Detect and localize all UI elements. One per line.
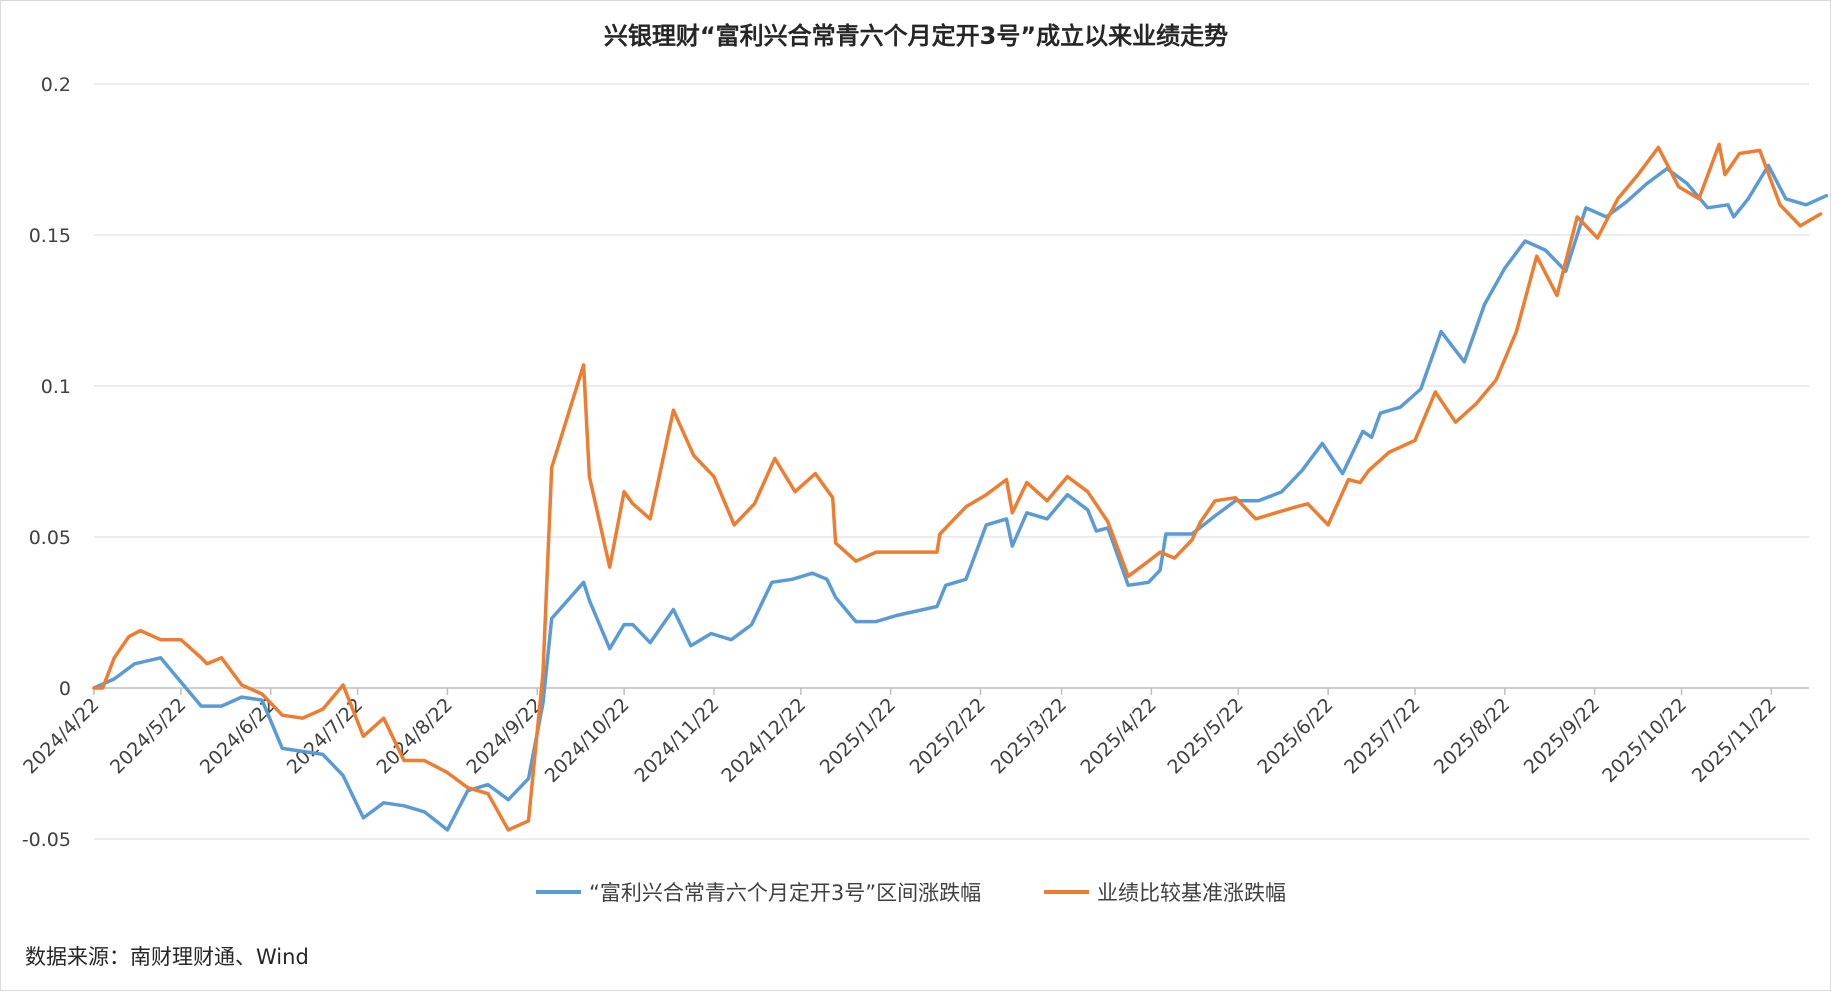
x-tick-label: 2024/4/22 bbox=[19, 694, 103, 778]
x-tick-label: 2025/6/22 bbox=[1253, 694, 1337, 778]
legend: “富利兴合常青六个月定开3号”区间涨跌幅 业绩比较基准涨跌幅 bbox=[536, 881, 1286, 905]
x-tick-label: 2025/5/22 bbox=[1163, 694, 1247, 778]
x-tick-label: 2025/4/22 bbox=[1076, 694, 1160, 778]
x-tick-label: 2024/5/22 bbox=[106, 694, 190, 778]
x-tick-label: 2025/2/22 bbox=[906, 694, 990, 778]
x-tick-label: 2024/8/22 bbox=[373, 694, 457, 778]
x-tick-label: 2025/9/22 bbox=[1520, 694, 1604, 778]
y-tick-label: 0 bbox=[59, 678, 71, 700]
x-tick-label: 2025/1/22 bbox=[816, 694, 900, 778]
y-tick-label: 0.1 bbox=[41, 376, 71, 398]
y-tick-label: 0.2 bbox=[41, 74, 71, 96]
x-tick-label: 2024/12/22 bbox=[717, 694, 810, 787]
legend-label-fund: “富利兴合常青六个月定开3号”区间涨跌幅 bbox=[589, 881, 981, 905]
x-tick-label: 2025/10/22 bbox=[1598, 694, 1691, 787]
series-line-fund bbox=[92, 163, 1829, 832]
y-axis-ticks: -0.05 0 0.05 0.1 0.15 0.2 bbox=[22, 74, 71, 851]
series-line-benchmark bbox=[92, 142, 1823, 832]
x-tick-label: 2025/3/22 bbox=[987, 694, 1071, 778]
grid-lines bbox=[94, 83, 1809, 840]
source-note: 数据来源：南财理财通、Wind bbox=[25, 945, 309, 969]
series-lines bbox=[92, 142, 1829, 832]
x-axis: 2024/4/22 2024/5/22 2024/6/22 2024/7/22 2024… bbox=[19, 687, 1809, 787]
x-tick-label: 2024/10/22 bbox=[541, 694, 634, 787]
x-tick-label: 2025/11/22 bbox=[1688, 694, 1781, 787]
y-tick-label: 0.15 bbox=[29, 225, 71, 247]
legend-label-benchmark: 业绩比较基准涨跌幅 bbox=[1097, 881, 1286, 905]
x-tick-label: 2024/11/22 bbox=[630, 694, 723, 787]
x-tick-label: 2025/8/22 bbox=[1430, 694, 1514, 778]
chart-title: 兴银理财“富利兴合常青六个月定开3号”成立以来业绩走势 bbox=[604, 22, 1228, 50]
x-tick-label: 2025/7/22 bbox=[1340, 694, 1424, 778]
y-tick-label: 0.05 bbox=[29, 527, 71, 549]
y-tick-label: -0.05 bbox=[22, 829, 71, 851]
